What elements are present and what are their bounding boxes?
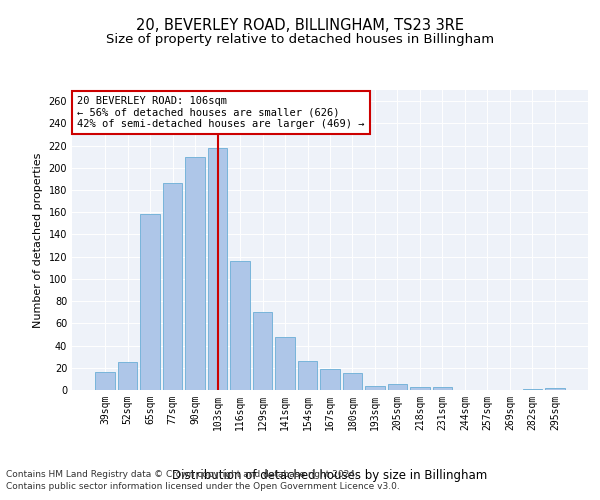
Bar — [343, 374, 362, 390]
Bar — [433, 386, 452, 390]
Y-axis label: Number of detached properties: Number of detached properties — [33, 152, 43, 328]
Bar — [163, 184, 182, 390]
Bar — [275, 336, 295, 390]
Text: Contains public sector information licensed under the Open Government Licence v3: Contains public sector information licen… — [6, 482, 400, 491]
Bar — [185, 156, 205, 390]
Bar — [208, 148, 227, 390]
Bar — [140, 214, 160, 390]
Bar — [388, 384, 407, 390]
Bar — [523, 389, 542, 390]
Bar — [95, 372, 115, 390]
Text: Size of property relative to detached houses in Billingham: Size of property relative to detached ho… — [106, 32, 494, 46]
Text: 20, BEVERLEY ROAD, BILLINGHAM, TS23 3RE: 20, BEVERLEY ROAD, BILLINGHAM, TS23 3RE — [136, 18, 464, 32]
Text: Contains HM Land Registry data © Crown copyright and database right 2024.: Contains HM Land Registry data © Crown c… — [6, 470, 358, 479]
Bar — [230, 261, 250, 390]
Bar — [545, 388, 565, 390]
X-axis label: Distribution of detached houses by size in Billingham: Distribution of detached houses by size … — [172, 469, 488, 482]
Bar — [410, 386, 430, 390]
Bar — [365, 386, 385, 390]
Bar — [118, 362, 137, 390]
Bar — [253, 312, 272, 390]
Text: 20 BEVERLEY ROAD: 106sqm
← 56% of detached houses are smaller (626)
42% of semi-: 20 BEVERLEY ROAD: 106sqm ← 56% of detach… — [77, 96, 365, 129]
Bar — [298, 361, 317, 390]
Bar — [320, 369, 340, 390]
